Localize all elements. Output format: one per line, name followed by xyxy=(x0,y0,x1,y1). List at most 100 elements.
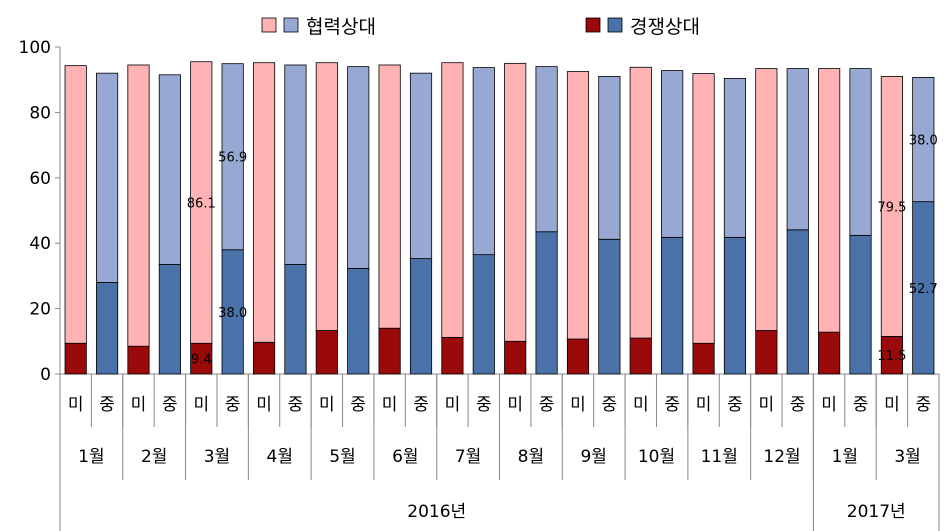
month-label: 9월 xyxy=(580,447,606,467)
bar-segment-cooperative xyxy=(284,64,307,265)
category-axis: 미 중 미 중 미 중 미 중 미 중 미 중 미 중 미 중 미 중 미 중 미 중 미 중 미 중 미 중1월 2월 3월 4월 5월 6월… xyxy=(59,374,940,531)
bar-segment-competitive xyxy=(284,264,307,375)
bar-segment-competitive xyxy=(441,336,464,375)
bar-segment-cooperative xyxy=(723,77,747,238)
bar-segment-competitive xyxy=(661,236,684,375)
y-tick-label: 0 xyxy=(40,365,51,385)
bar-segment-competitive xyxy=(755,330,778,375)
bar-segment-cooperative xyxy=(912,77,935,203)
bar-segment-cooperative xyxy=(849,68,872,236)
bar-segment-competitive xyxy=(598,238,621,375)
legend-swatch-competitive-mi xyxy=(585,17,601,33)
data-label: 38.0 xyxy=(218,306,247,321)
country-label: 중 xyxy=(413,395,429,415)
bar-segment-cooperative xyxy=(472,67,495,256)
y-tick-label: 100 xyxy=(19,38,51,58)
bar-segment-competitive xyxy=(723,236,747,375)
year-label: 2016년 xyxy=(407,502,466,522)
legend: 협력상대 경쟁상대 xyxy=(261,16,700,38)
bar-segment-competitive xyxy=(315,330,338,375)
country-label: 미 xyxy=(570,395,586,415)
bar-segment-competitive xyxy=(472,254,495,375)
month-label: 6월 xyxy=(392,447,418,467)
month-label: 4월 xyxy=(267,447,293,467)
month-label: 10월 xyxy=(638,447,675,467)
bars xyxy=(64,61,935,375)
bar-segment-competitive xyxy=(818,331,841,375)
month-label: 3월 xyxy=(204,447,230,467)
month-label: 12월 xyxy=(763,447,800,467)
bar-segment-competitive xyxy=(378,327,401,375)
bar-segment-competitive xyxy=(786,229,809,375)
bar-segment-cooperative xyxy=(409,72,433,259)
bar-segment-competitive xyxy=(629,337,652,375)
y-tick-label: 60 xyxy=(29,169,51,189)
bar-segment-competitive xyxy=(252,341,276,375)
country-label: 미 xyxy=(696,395,712,415)
bar-segment-cooperative xyxy=(629,66,652,339)
y-tick-label: 40 xyxy=(29,234,51,254)
data-label: 11.5 xyxy=(877,349,906,364)
month-label: 2월 xyxy=(141,447,167,467)
country-label: 중 xyxy=(790,395,806,415)
data-label: 52.7 xyxy=(909,282,938,297)
country-label: 중 xyxy=(350,395,366,415)
bar-segment-cooperative xyxy=(692,73,715,344)
bar-segment-cooperative xyxy=(347,66,370,269)
data-label: 38.0 xyxy=(909,134,938,149)
country-label: 미 xyxy=(319,395,335,415)
country-label: 중 xyxy=(99,395,115,415)
country-label: 미 xyxy=(633,395,649,415)
country-label: 미 xyxy=(131,395,147,415)
country-label: 중 xyxy=(476,395,492,415)
month-label: 5월 xyxy=(329,447,355,467)
bar-segment-cooperative xyxy=(755,68,778,331)
month-label: 11월 xyxy=(701,447,738,467)
month-label: 1월 xyxy=(832,447,858,467)
bar-segment-cooperative xyxy=(535,66,558,233)
country-label: 중 xyxy=(539,395,555,415)
legend-swatch-cooperative-zh xyxy=(283,17,299,33)
country-label: 미 xyxy=(507,395,523,415)
bar-segment-cooperative xyxy=(64,65,87,344)
bar-segment-cooperative xyxy=(880,76,903,337)
data-label: 79.5 xyxy=(877,200,906,215)
bar-segment-competitive xyxy=(64,342,87,375)
bar-segment-cooperative xyxy=(190,61,213,344)
country-label: 미 xyxy=(382,395,398,415)
month-label: 7월 xyxy=(455,447,481,467)
bar-segment-cooperative xyxy=(158,74,181,265)
bar-segment-cooperative xyxy=(315,62,338,331)
bar-segment-cooperative xyxy=(598,76,621,240)
country-label: 중 xyxy=(225,395,241,415)
bar-segment-cooperative xyxy=(96,72,119,283)
country-label: 중 xyxy=(288,395,304,415)
country-label: 미 xyxy=(193,395,209,415)
country-label: 미 xyxy=(821,395,837,415)
bar-segment-cooperative xyxy=(127,64,150,347)
legend-swatch-competitive-zh xyxy=(607,17,623,33)
bar-segment-competitive xyxy=(504,340,527,375)
legend-label-competitive: 경쟁상대 xyxy=(630,16,700,38)
country-label: 미 xyxy=(68,395,84,415)
data-labels: 9.4 86.1 38.0 56.9 11.5 79.5 52.7 38.0 xyxy=(187,134,938,368)
bar-segment-cooperative xyxy=(252,62,276,343)
bar-segment-competitive xyxy=(347,267,370,375)
country-label: 미 xyxy=(884,395,900,415)
bar-segment-cooperative xyxy=(818,68,841,333)
country-label: 중 xyxy=(853,395,869,415)
bar-segment-competitive xyxy=(692,342,715,375)
country-label: 중 xyxy=(162,395,178,415)
y-tick-label: 80 xyxy=(29,103,51,123)
bar-segment-cooperative xyxy=(378,64,401,329)
bar-segment-cooperative xyxy=(566,71,590,340)
bar-segment-competitive xyxy=(158,264,181,375)
y-tick-label: 20 xyxy=(29,300,51,320)
legend-label-cooperative: 협력상대 xyxy=(306,16,376,38)
data-label: 9.4 xyxy=(191,353,212,368)
bar-segment-competitive xyxy=(849,234,872,375)
country-label: 미 xyxy=(445,395,461,415)
legend-swatch-cooperative-mi xyxy=(261,17,277,33)
